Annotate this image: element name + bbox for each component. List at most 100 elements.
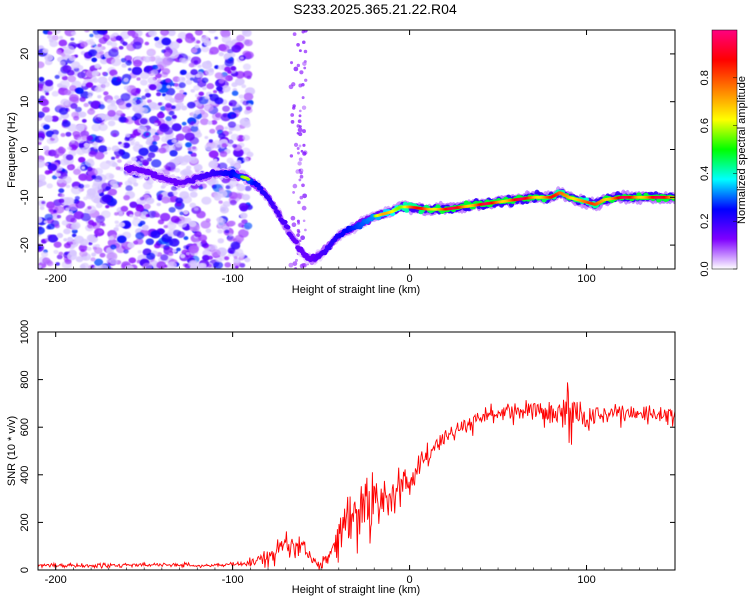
noise-blob (228, 99, 237, 107)
noise-blob (201, 45, 210, 53)
noise-blob (41, 200, 46, 205)
noise-blob (194, 231, 202, 238)
noise-blob (216, 216, 224, 223)
spectrogram-x-tick-label: -100 (222, 273, 244, 285)
noise-blob (38, 61, 45, 69)
noise-blob (297, 161, 302, 166)
noise-blob (218, 51, 225, 57)
noise-blob (38, 226, 45, 235)
noise-blob (62, 65, 72, 73)
noise-blob (109, 257, 118, 265)
noise-blob (209, 128, 216, 134)
noise-blob (101, 194, 113, 203)
noise-blob (171, 123, 182, 132)
noise-blob (193, 123, 197, 127)
noise-blob (203, 39, 212, 47)
noise-blob (212, 140, 223, 149)
noise-blob (298, 168, 302, 172)
noise-blob (78, 183, 85, 189)
snr-series-line (38, 382, 675, 570)
noise-blob (171, 138, 177, 144)
noise-blob (156, 112, 165, 119)
noise-blob (98, 136, 104, 141)
spectrogram-y-tick-label: 0 (19, 146, 31, 152)
noise-blob (65, 207, 70, 212)
noise-blob (242, 157, 249, 163)
noise-blob (178, 57, 186, 63)
noise-blob (147, 50, 154, 57)
noise-blob (222, 105, 230, 112)
snr-x-tick-label: -200 (45, 574, 67, 586)
noise-blob (132, 59, 143, 67)
noise-blob (88, 150, 97, 157)
noise-blob (213, 90, 218, 94)
noise-blob (296, 124, 301, 128)
noise-blob (136, 93, 141, 98)
noise-blob (208, 160, 219, 169)
noise-blob (138, 147, 149, 156)
noise-blob (218, 78, 225, 84)
noise-blob (70, 31, 77, 36)
noise-blob (93, 145, 99, 150)
noise-blob (111, 145, 120, 152)
noise-blob (70, 103, 78, 109)
noise-blob (125, 102, 132, 108)
noise-blob (130, 141, 135, 146)
noise-blob (147, 210, 157, 219)
noise-blob (111, 156, 116, 160)
noise-blob (204, 105, 211, 110)
noise-blob (167, 232, 173, 237)
noise-blob (298, 178, 302, 182)
noise-blob (233, 255, 238, 260)
noise-blob (98, 37, 108, 45)
noise-blob (123, 85, 130, 91)
noise-blob (135, 232, 145, 240)
noise-blob (214, 97, 224, 105)
noise-blob (86, 246, 92, 251)
snr-y-tick-label: 200 (19, 513, 31, 531)
noise-blob (58, 35, 64, 40)
colorbar-frame (711, 29, 738, 270)
noise-blob (209, 46, 220, 55)
noise-blob (226, 157, 234, 164)
noise-blob (175, 133, 185, 141)
noise-blob (200, 118, 209, 126)
noise-blob (38, 111, 45, 118)
spectrogram-x-tick-label: 0 (407, 273, 413, 285)
ridge-peak (246, 177, 251, 181)
spectrogram-y-label: Frequency (Hz) (6, 112, 18, 188)
noise-blob (75, 256, 84, 263)
noise-blob (202, 86, 207, 90)
noise-blob (98, 104, 106, 110)
noise-blob (131, 156, 138, 162)
spectrogram-y-tick-label: 10 (19, 96, 31, 108)
noise-blob (109, 69, 118, 77)
noise-blob (238, 202, 249, 211)
noise-blob (70, 139, 76, 144)
noise-blob (109, 34, 115, 39)
noise-blob (75, 43, 80, 48)
noise-blob (46, 183, 53, 189)
spectrogram-x-tick-label: -200 (45, 273, 67, 285)
noise-blob (115, 166, 121, 171)
noise-blob (239, 212, 248, 219)
noise-blob (290, 215, 296, 221)
noise-blob (242, 100, 249, 106)
noise-blob (68, 210, 73, 215)
noise-blob (166, 261, 177, 269)
noise-blob (156, 195, 163, 201)
noise-blob (114, 212, 119, 216)
noise-blob (298, 109, 302, 113)
noise-blob (195, 73, 201, 78)
noise-blob (163, 224, 168, 229)
ridge-core (126, 168, 132, 174)
noise-blob (129, 201, 138, 209)
noise-blob (205, 68, 215, 76)
noise-blob (107, 103, 118, 112)
noise-blob (94, 151, 105, 160)
noise-blob (51, 129, 59, 136)
noise-blob (84, 159, 95, 168)
noise-blob (103, 151, 108, 155)
noise-blob (179, 89, 185, 94)
